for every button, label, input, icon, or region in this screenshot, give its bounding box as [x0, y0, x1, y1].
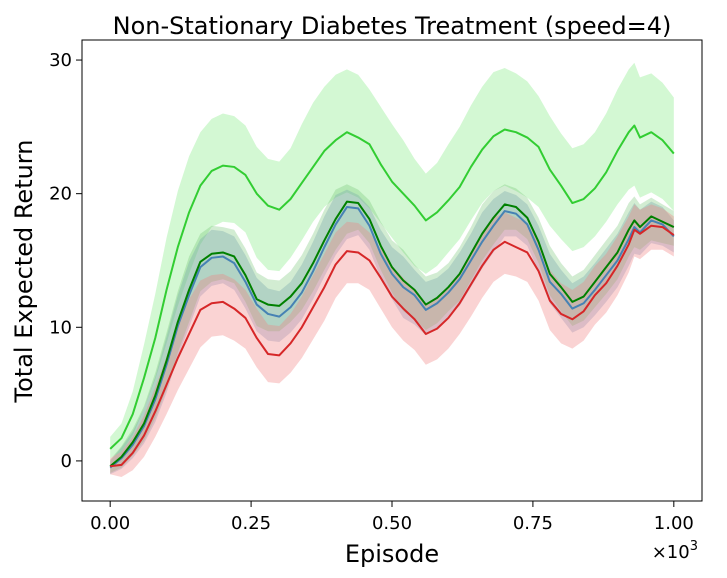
x-axis-label: Episode — [345, 540, 439, 568]
y-axis-label: Total Expected Return — [10, 140, 38, 404]
y-tick-label: 30 — [49, 50, 72, 71]
x-axis-multiplier: ×103 — [652, 539, 698, 563]
x-tick-label: 0.50 — [372, 513, 412, 534]
x-tick-label: 0.75 — [513, 513, 553, 534]
x-axis-ticks: 0.00 0.25 0.50 0.75 1.00 — [90, 501, 694, 534]
confidence-bands — [110, 62, 674, 477]
y-tick-label: 10 — [49, 317, 72, 338]
band-dark-green — [110, 184, 674, 473]
y-tick-label: 20 — [49, 184, 72, 205]
line-red — [110, 224, 675, 468]
line-dark-green — [109, 200, 675, 468]
line-blue — [109, 206, 675, 469]
line-light-green — [109, 124, 675, 450]
x-tick-label: 1.00 — [654, 513, 694, 534]
series-lines — [109, 124, 675, 469]
x-tick-label: 0.00 — [90, 513, 130, 534]
x-axis-multiplier-exponent: 3 — [690, 539, 698, 554]
band-red — [110, 204, 674, 477]
x-axis-multiplier-base: ×10 — [652, 542, 690, 563]
chart-title: Non-Stationary Diabetes Treatment (speed… — [113, 12, 672, 40]
x-tick-label: 0.25 — [231, 513, 271, 534]
band-light-green — [110, 62, 674, 459]
y-axis-ticks: 0 10 20 30 — [49, 50, 82, 472]
y-tick-label: 0 — [61, 451, 72, 472]
